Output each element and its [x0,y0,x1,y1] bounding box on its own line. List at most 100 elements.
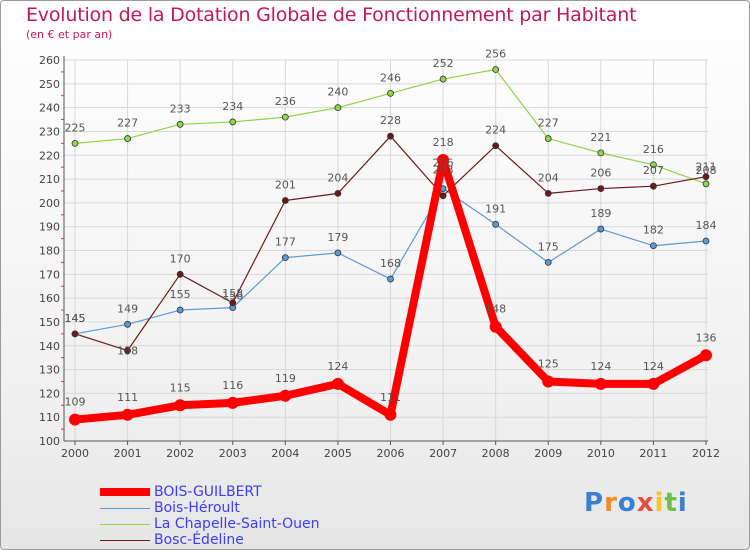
logo-letter: i [677,488,688,518]
data-label: 191 [485,202,506,215]
data-point [279,389,292,402]
data-label: 155 [170,288,191,301]
legend: BOIS-GUILBERT Bois-Héroult La Chapelle-S… [100,484,320,548]
legend-swatch [100,507,150,509]
proxiti-logo: Proxiti [584,488,688,518]
data-label: 204 [327,171,348,184]
data-label: 111 [117,391,138,404]
data-label: 201 [275,178,296,191]
data-point [439,192,447,200]
data-point [229,299,237,307]
data-point [492,66,500,73]
data-label: 125 [538,357,559,370]
legend-item-bosc-edeline: Bosc-Édeline [100,532,320,548]
data-point [544,259,552,266]
data-point [176,270,184,278]
logo-letter: r [604,488,618,518]
data-label: 236 [275,95,296,108]
data-label: 216 [643,143,664,156]
data-label: 234 [222,100,243,113]
data-point [226,396,239,409]
data-label: 189 [590,207,611,220]
series-group [69,66,712,426]
y-tick-label: 240 [39,102,60,115]
data-point [69,413,81,426]
data-point [281,197,289,204]
data-point [334,249,342,257]
data-label: 136 [696,331,717,344]
data-point [542,375,555,388]
data-point [650,182,657,190]
data-label: 184 [696,219,717,232]
y-tick-label: 190 [39,221,60,234]
data-point [71,139,79,147]
data-point [176,306,184,314]
data-point [439,75,447,83]
data-point [594,377,607,390]
x-tick-label: 2012 [692,447,720,460]
chart-title: Evolution de la Dotation Globale de Fonc… [26,4,637,26]
line-chart: 100 110 120 130 140 150 160 170 180 190 200 210 220 2… [39,48,720,460]
data-point [700,349,712,362]
data-label: 228 [380,114,401,127]
data-label: 124 [590,360,611,373]
data-label: 182 [643,224,664,237]
data-label: 145 [65,312,86,325]
data-label: 256 [485,48,506,61]
data-point [334,104,342,112]
y-tick-label: 220 [39,149,60,162]
data-point [544,135,552,142]
data-point [121,408,134,421]
x-tick-label: 2008 [482,447,510,460]
legend-item-la-chapelle-saint-ouen: La Chapelle-Saint-Ouen [100,516,320,532]
y-tick-label: 260 [39,54,60,67]
x-tick-label: 2001 [114,447,142,460]
logo-letter: o [617,488,637,518]
data-label: 233 [170,102,191,115]
data-point [387,89,394,97]
data-label: 211 [696,161,717,174]
y-tick-label: 210 [39,173,60,186]
y-tick-labels: 100 110 120 130 140 150 160 170 180 190 200 210 220 2… [39,54,60,448]
data-label: 124 [643,360,664,373]
y-tick-label: 180 [39,245,60,258]
y-tick-label: 130 [39,364,60,377]
data-label: 149 [117,302,138,315]
axes [61,56,708,445]
data-label: 240 [327,86,348,99]
data-point [124,347,131,354]
data-label: 115 [170,381,191,394]
data-point [174,399,187,412]
x-tick-labels: 2000 2001 2002 2003 2004 2005 2006 2007 2008 2009… [61,447,720,460]
data-label: 221 [590,131,611,144]
chart-subtitle: (en € et par an) [26,28,113,41]
x-tick-label: 2011 [639,447,667,460]
data-point [492,142,500,150]
data-point [124,320,131,328]
data-point [71,330,79,338]
legend-item-bois-heroult: Bois-Héroult [100,500,320,516]
x-tick-label: 2007 [429,447,457,460]
data-point [647,377,660,390]
y-tick-label: 160 [39,292,60,305]
data-point [702,173,710,181]
data-point [281,113,289,121]
x-tick-label: 2004 [271,447,299,460]
data-label: 158 [222,287,243,300]
data-point [229,118,237,126]
logo-letter: t [664,488,678,518]
data-label: 111 [380,391,401,404]
legend-swatch [100,539,150,541]
data-label: 156 [222,290,243,303]
data-label: 168 [380,257,401,270]
data-label: 246 [380,71,401,84]
legend-swatch [100,488,150,496]
x-tick-label: 2002 [166,447,194,460]
x-tick-label: 2000 [61,447,89,460]
y-tick-label: 250 [39,78,60,91]
data-point [387,275,394,283]
data-label: 179 [327,231,348,244]
data-label: 252 [433,57,454,70]
legend-label: Bois-Héroult [154,500,240,516]
